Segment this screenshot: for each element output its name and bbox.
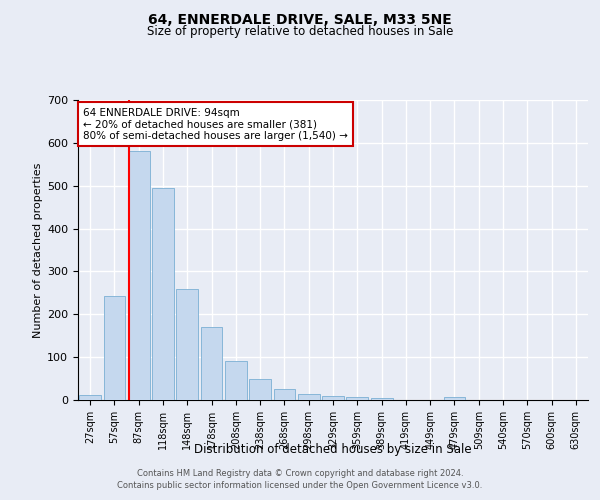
Bar: [225, 360, 247, 400]
Bar: [346, 396, 368, 400]
Bar: [152, 188, 174, 400]
Text: Contains public sector information licensed under the Open Government Licence v3: Contains public sector information licen…: [118, 481, 482, 490]
Bar: [200, 327, 223, 400]
Text: Distribution of detached houses by size in Sale: Distribution of detached houses by size …: [194, 442, 472, 456]
Bar: [322, 396, 344, 400]
Bar: [176, 290, 198, 400]
Text: Contains HM Land Registry data © Crown copyright and database right 2024.: Contains HM Land Registry data © Crown c…: [137, 468, 463, 477]
Bar: [104, 296, 125, 400]
Bar: [443, 397, 466, 400]
Bar: [274, 390, 295, 400]
Y-axis label: Number of detached properties: Number of detached properties: [33, 162, 43, 338]
Text: 64, ENNERDALE DRIVE, SALE, M33 5NE: 64, ENNERDALE DRIVE, SALE, M33 5NE: [148, 12, 452, 26]
Text: Size of property relative to detached houses in Sale: Size of property relative to detached ho…: [147, 25, 453, 38]
Bar: [249, 380, 271, 400]
Bar: [79, 395, 101, 400]
Bar: [128, 152, 149, 400]
Text: 64 ENNERDALE DRIVE: 94sqm
← 20% of detached houses are smaller (381)
80% of semi: 64 ENNERDALE DRIVE: 94sqm ← 20% of detac…: [83, 108, 348, 140]
Bar: [298, 394, 320, 400]
Bar: [371, 398, 392, 400]
